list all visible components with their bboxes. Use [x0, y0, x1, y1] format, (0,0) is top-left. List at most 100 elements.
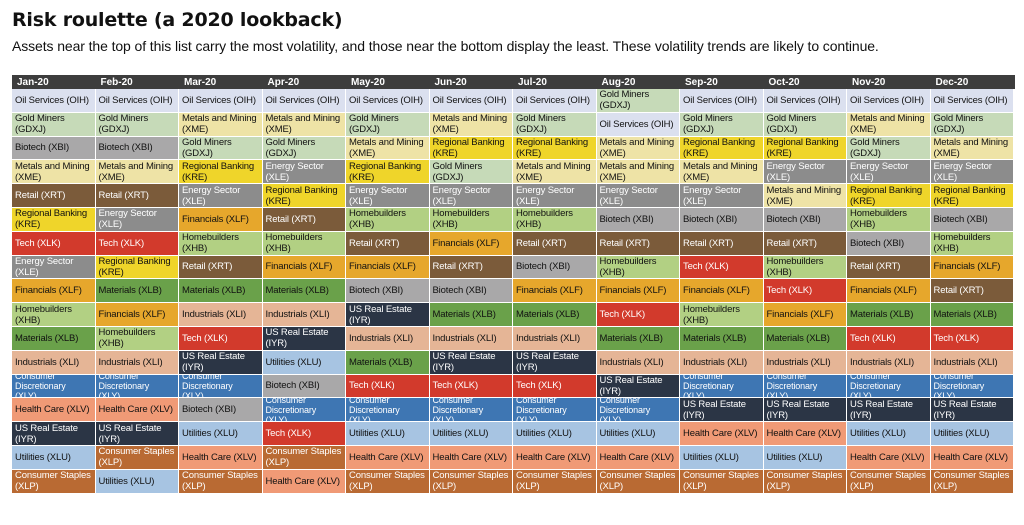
asset-label-line: Metals and Mining: [766, 184, 842, 196]
asset-label-line: Metals and Mining: [98, 160, 174, 172]
asset-cell: Energy Sector (XLE): [596, 184, 680, 208]
asset-cell: Energy Sector (XLE): [763, 160, 847, 185]
asset-label-line: Energy Sector: [599, 184, 658, 196]
asset-label-line: US Real Estate: [516, 351, 579, 363]
asset-label: Industrials (XLI): [516, 333, 580, 344]
asset-label-line: US Real Estate: [683, 398, 746, 410]
asset-cell: Regional Banking (KRE): [847, 184, 931, 208]
asset-label-line: Gold Miners: [265, 136, 316, 148]
asset-cell: Health Care (XLV): [930, 446, 1014, 470]
asset-label-line: Retail (XRT): [432, 261, 483, 273]
asset-cell: Retail (XRT): [95, 184, 179, 208]
asset-cell: Oil Services (OIH): [429, 89, 513, 113]
asset-label-line: (XLP): [599, 481, 624, 493]
asset-cell: Retail (XRT): [12, 184, 96, 208]
asset-label-line: Retail (XRT): [182, 261, 233, 273]
asset-cell: Materials (XLB): [680, 327, 764, 351]
asset-cell: Oil Services (OIH): [262, 89, 346, 113]
asset-cell: Oil Services (OIH): [12, 89, 96, 113]
asset-label: Oil Services (OIH): [600, 119, 674, 130]
asset-label-line: Discretionary: [933, 381, 985, 391]
asset-label: Energy Sector (XLE): [266, 161, 324, 183]
asset-label-line: (KRE): [516, 147, 542, 159]
asset-label: Consumer Discretionary (XLY): [933, 375, 985, 398]
asset-label-line: Retail (XRT): [98, 190, 149, 202]
asset-label-line: Gold Miners: [15, 113, 65, 125]
asset-label: Retail (XRT): [934, 285, 984, 296]
asset-label: US Real Estate (IYR): [850, 399, 913, 421]
asset-label-line: Retail (XRT): [850, 261, 901, 273]
asset-label-line: Discretionary: [599, 404, 651, 415]
asset-label: Gold Miners (GDXJ): [349, 113, 399, 135]
asset-label-line: Energy Sector: [683, 184, 742, 196]
asset-label-line: Health Care (XLV): [766, 428, 842, 440]
asset-label: Retail (XRT): [850, 261, 900, 272]
asset-label-line: Health Care (XLV): [599, 451, 675, 463]
asset-cell: Materials (XLB): [95, 279, 179, 304]
asset-label: Tech (XLK): [600, 309, 646, 320]
asset-label: Tech (XLK): [934, 333, 980, 344]
asset-cell: Gold Miners (GDXJ): [346, 112, 430, 137]
asset-label-line: Utilities (XLU): [599, 428, 656, 440]
asset-label: Utilities (XLU): [850, 428, 906, 439]
asset-label: Tech (XLK): [349, 380, 395, 391]
asset-label-line: Financials (XLF): [432, 237, 500, 249]
asset-cell: Oil Services (OIH): [346, 89, 430, 113]
asset-label: Regional Banking (KRE): [182, 161, 254, 183]
asset-label-line: (KRE): [850, 195, 876, 207]
asset-label: Metals and Mining (XME): [15, 161, 90, 183]
asset-cell: US Real Estate (IYR): [930, 398, 1014, 423]
asset-cell: Industrials (XLI): [346, 327, 430, 351]
asset-cell: Homebuilders (XHB): [930, 231, 1014, 256]
asset-cell: Retail (XRT): [930, 279, 1014, 304]
asset-label-line: Industrials (XLI): [933, 356, 998, 368]
asset-cell: Utilities (XLU): [179, 422, 263, 446]
asset-cell: Biotech (XBI): [95, 136, 179, 161]
asset-label-line: Gold Miners: [933, 113, 984, 125]
asset-label-line: (XLP): [182, 481, 206, 493]
asset-label: Biotech (XBI): [433, 285, 487, 296]
asset-label-line: (XME): [933, 147, 960, 159]
asset-label-line: Tech (XLK): [766, 285, 813, 297]
asset-label: Retail (XRT): [516, 238, 566, 249]
asset-label-line: (XHB): [432, 219, 458, 231]
asset-label: Health Care (XLV): [349, 452, 424, 463]
asset-label-line: (XHB): [683, 314, 709, 326]
asset-label-line: Biotech (XBI): [766, 213, 821, 225]
asset-cell: Industrials (XLI): [95, 350, 179, 375]
asset-label: Industrials (XLI): [767, 357, 831, 368]
asset-cell: Health Care (XLV): [596, 446, 680, 470]
asset-label: Consumer Discretionary (XLY): [15, 375, 66, 398]
asset-cell: Biotech (XBI): [179, 398, 263, 423]
asset-cell: Oil Services (OIH): [179, 89, 263, 113]
asset-label-line: Consumer: [182, 374, 223, 381]
asset-label: Gold Miners (GDXJ): [934, 113, 984, 135]
asset-cell: Regional Banking (KRE): [95, 255, 179, 280]
asset-label: Homebuilders (XHB): [433, 208, 490, 230]
asset-cell: Health Care (XLV): [763, 422, 847, 446]
asset-cell: Tech (XLK): [930, 327, 1014, 351]
asset-cell: Metals and Mining (XME): [596, 160, 680, 185]
asset-label-line: Oil Services (OIH): [516, 94, 590, 106]
asset-label-line: Materials (XLB): [15, 332, 79, 344]
asset-cell: Homebuilders (XHB): [179, 231, 263, 256]
asset-label: Utilities (XLU): [99, 476, 155, 487]
asset-cell: Financials (XLF): [12, 279, 96, 304]
asset-label: Energy Sector (XLE): [850, 161, 908, 183]
asset-cell: US Real Estate (IYR): [262, 327, 346, 351]
asset-label-line: Utilities (XLU): [850, 428, 906, 440]
asset-label-line: (IYR): [766, 409, 789, 421]
asset-cell: Consumer Staples (XLP): [429, 469, 513, 494]
asset-label-line: Tech (XLK): [850, 332, 896, 344]
asset-label-line: Utilities (XLU): [432, 428, 489, 440]
asset-cell: Industrials (XLI): [179, 303, 263, 327]
asset-cell: Consumer Staples (XLP): [12, 469, 96, 494]
asset-label-line: Industrials (XLI): [683, 356, 747, 368]
asset-label-line: (IYR): [683, 409, 705, 421]
asset-cell: Tech (XLK): [179, 327, 263, 351]
asset-label: Consumer Discretionary (XLY): [349, 398, 400, 421]
asset-label: Gold Miners (GDXJ): [15, 113, 65, 135]
asset-label-line: Health Care (XLV): [432, 451, 508, 463]
asset-cell: US Real Estate (IYR): [847, 398, 931, 423]
asset-label-line: (IYR): [349, 314, 371, 326]
